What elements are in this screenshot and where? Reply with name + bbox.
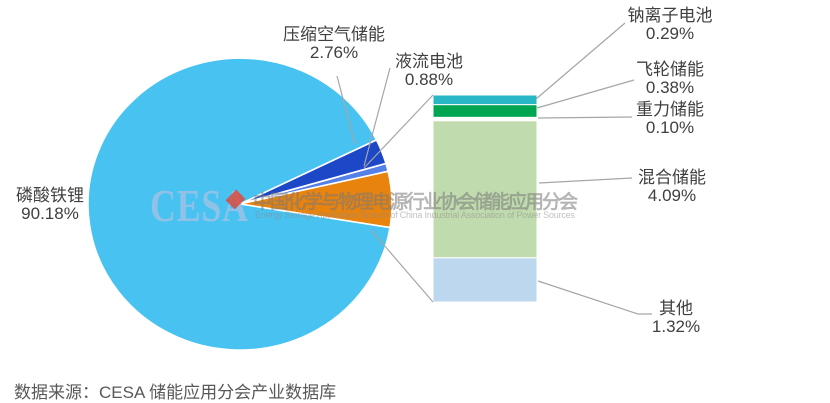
bar-label-sodium-ion-value: 0.29% bbox=[645, 24, 695, 43]
leader-line-gravity bbox=[537, 116, 633, 119]
bar-label-gravity-value: 0.10% bbox=[645, 118, 695, 137]
bar-segment-gravity bbox=[432, 116, 538, 122]
leader-line-sodium-ion bbox=[535, 22, 626, 100]
bar-segment-other bbox=[432, 257, 538, 303]
bar-label-gravity: 重力储能 0.10% bbox=[636, 101, 704, 137]
bar-label-flywheel: 飞轮储能 0.38% bbox=[636, 61, 704, 97]
bar-segment-sodium-ion bbox=[432, 94, 538, 106]
leader-line-compressed-air bbox=[336, 75, 356, 145]
bar-label-other-value: 1.32% bbox=[651, 317, 701, 336]
bar-label-sodium-ion-name: 钠离子电池 bbox=[627, 6, 713, 25]
pie-label-lfp-value: 90.18% bbox=[21, 204, 79, 223]
pie-label-flow-battery-name: 液流电池 bbox=[395, 52, 463, 71]
bar-segment-hybrid bbox=[432, 120, 538, 259]
bar-label-hybrid-value: 4.09% bbox=[647, 186, 697, 205]
bar-label-other-name: 其他 bbox=[658, 299, 693, 318]
connector-bar-bottom bbox=[370, 229, 434, 303]
leader-line-flow-battery bbox=[363, 67, 391, 167]
bar-label-other: 其他 1.32% bbox=[652, 300, 700, 336]
pie-label-flow-battery: 液流电池 0.88% bbox=[395, 53, 463, 89]
pie-label-lfp: 磷酸铁锂 90.18% bbox=[16, 187, 84, 223]
pie-label-lfp-name: 磷酸铁锂 bbox=[16, 186, 84, 205]
leader-line-hybrid bbox=[538, 177, 633, 184]
bar-segment-flywheel bbox=[432, 104, 538, 118]
leader-line-other bbox=[537, 280, 652, 315]
pie-label-compressed-air: 压缩空气储能 2.76% bbox=[283, 26, 385, 62]
pie-label-flow-battery-value: 0.88% bbox=[404, 70, 454, 89]
bar-label-gravity-name: 重力储能 bbox=[636, 100, 704, 119]
leader-line-flywheel bbox=[536, 79, 635, 109]
bar-label-sodium-ion: 钠离子电池 0.29% bbox=[628, 7, 713, 43]
bar-label-flywheel-name: 飞轮储能 bbox=[636, 60, 704, 79]
bar-label-flywheel-value: 0.38% bbox=[645, 78, 695, 97]
pie-label-compressed-air-value: 2.76% bbox=[309, 43, 359, 62]
bar-label-hybrid-name: 混合储能 bbox=[638, 168, 706, 187]
bar-label-hybrid: 混合储能 4.09% bbox=[638, 169, 706, 205]
pie-label-compressed-air-name: 压缩空气储能 bbox=[283, 25, 385, 44]
connector-bar-top bbox=[363, 94, 434, 169]
data-source-note: 数据来源：CESA 储能应用分会产业数据库 bbox=[14, 383, 337, 402]
